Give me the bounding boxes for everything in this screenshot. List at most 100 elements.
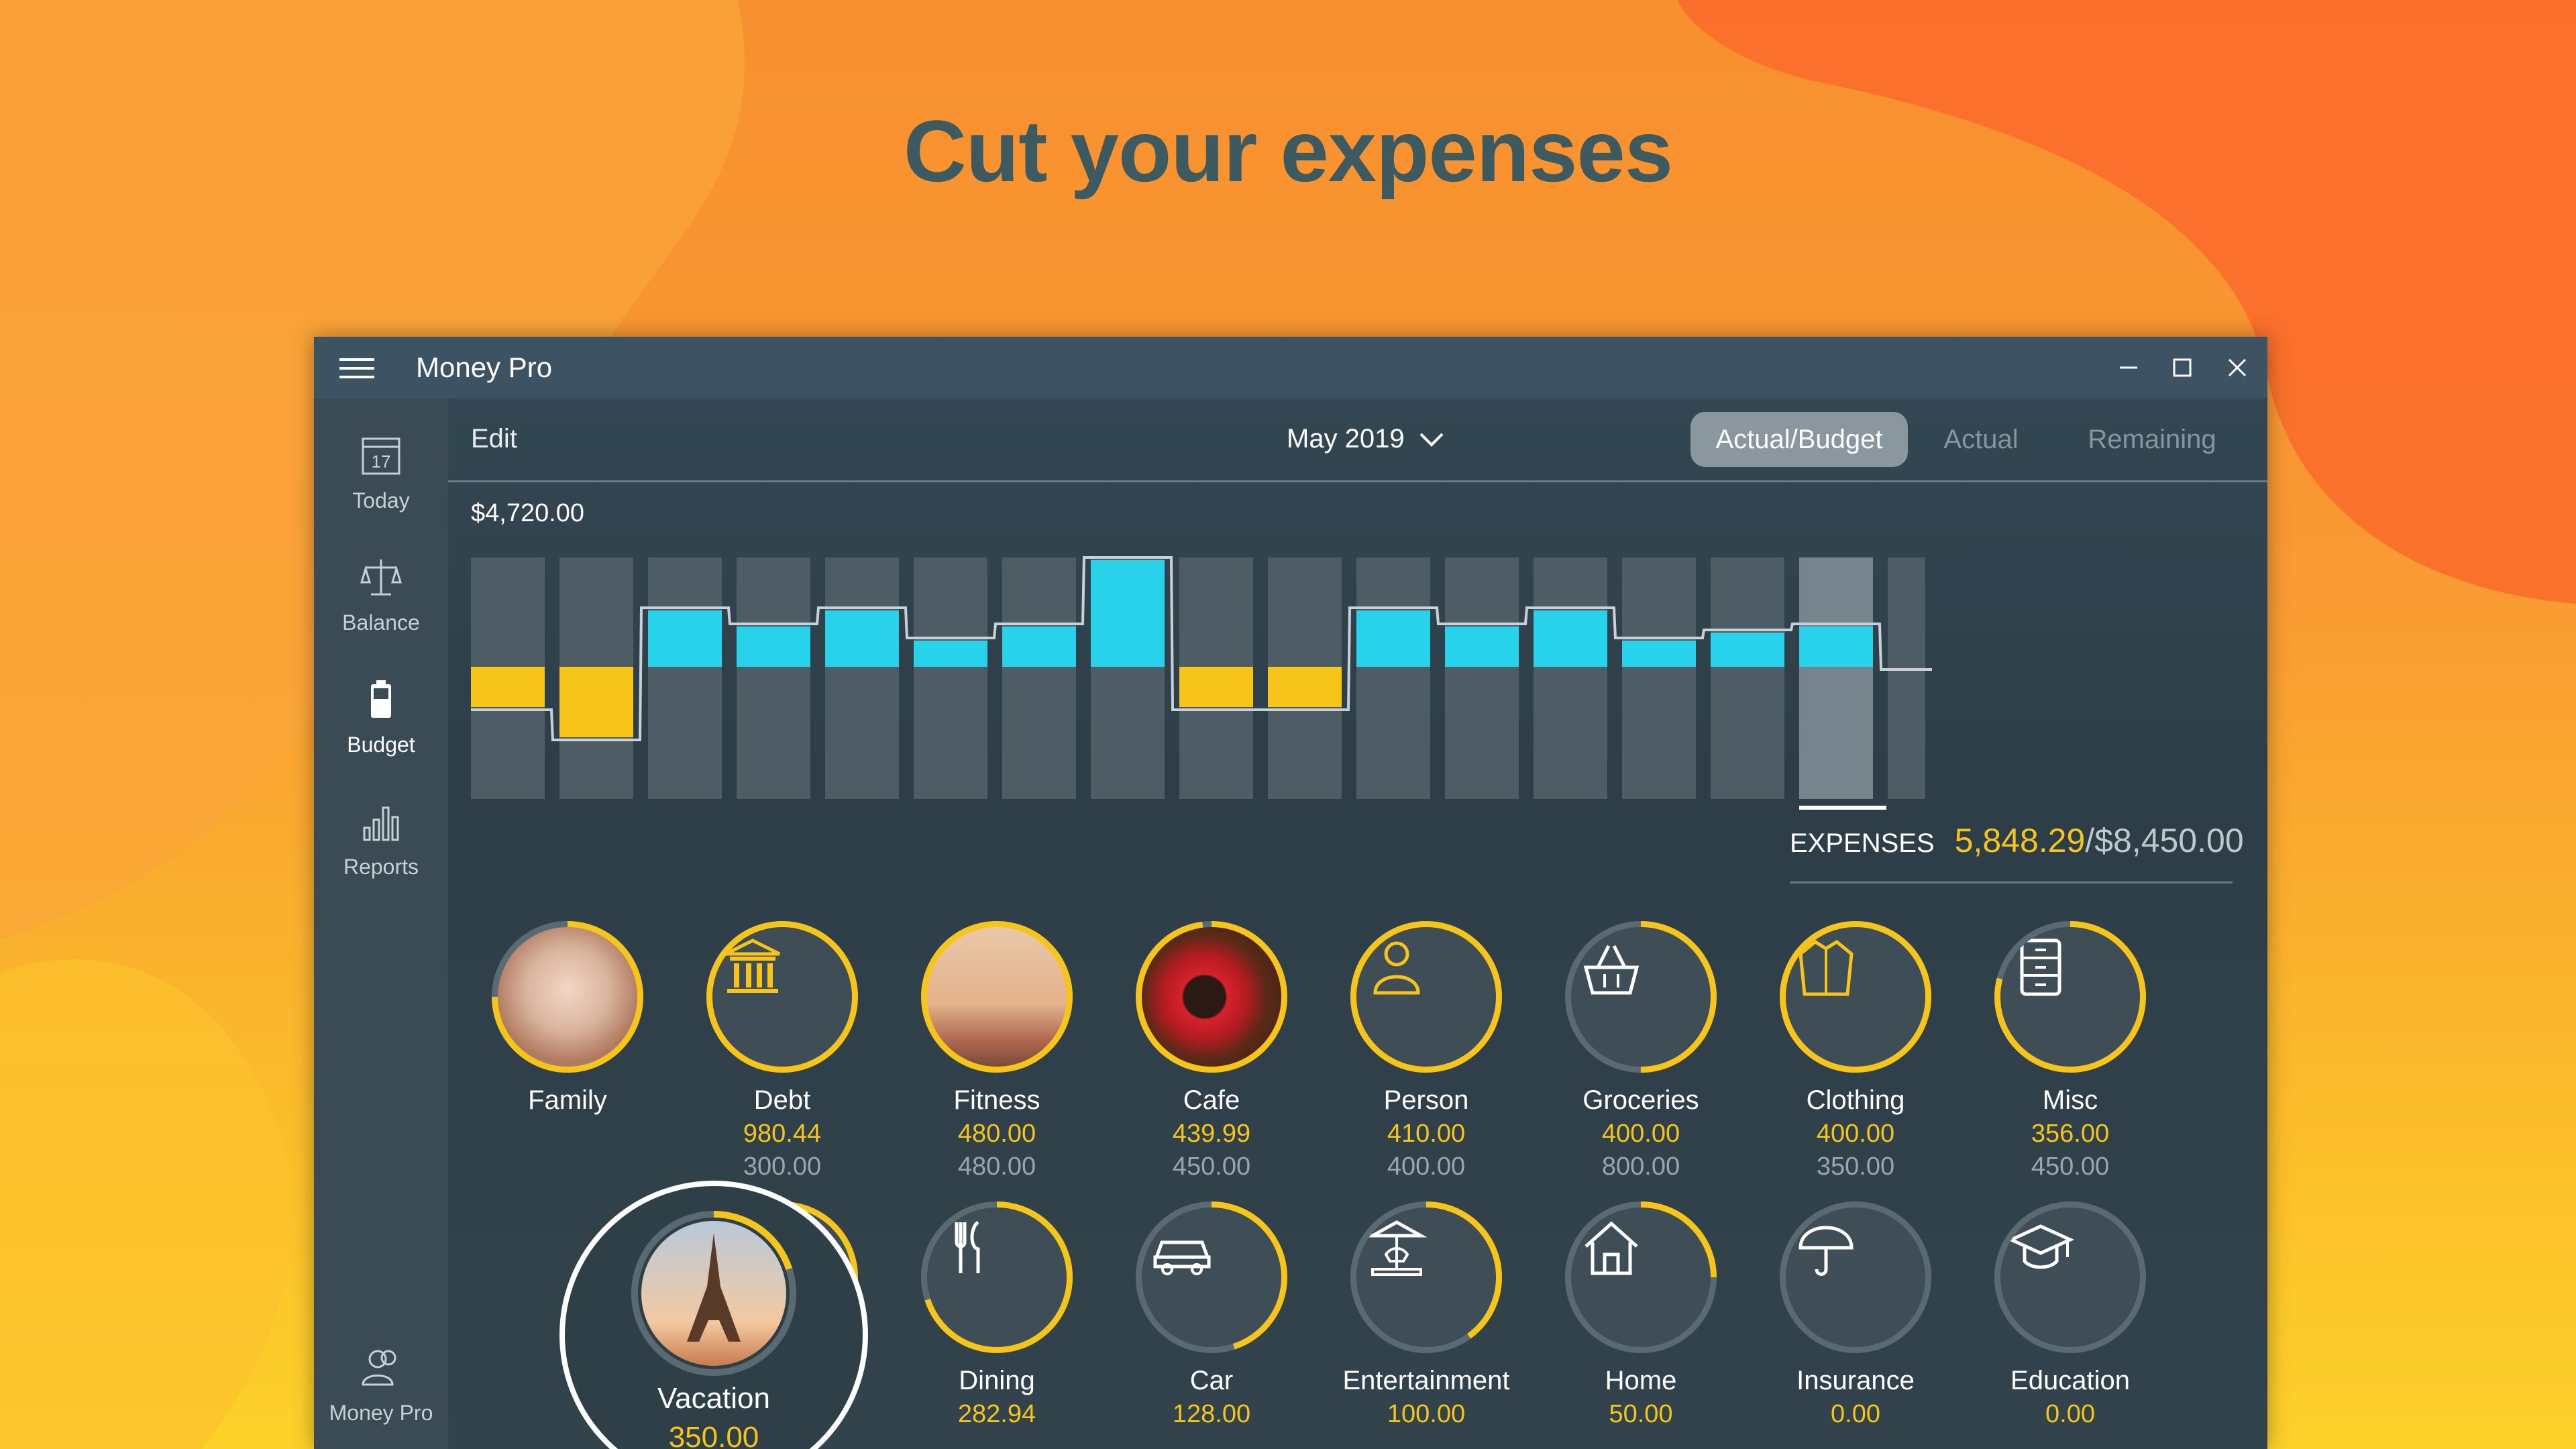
category-name: Clothing	[1806, 1085, 1905, 1115]
category-budget: 400.00	[1387, 1152, 1466, 1181]
category-person[interactable]: Person 410.00 400.00	[1319, 915, 1534, 1181]
vacation-progress-ring	[631, 1211, 796, 1376]
category-insurance[interactable]: Insurance 0.00	[1748, 1195, 1963, 1429]
close-icon[interactable]	[2214, 346, 2261, 389]
chart-bar	[1179, 667, 1253, 707]
chart-bar	[1534, 610, 1607, 667]
progress-ring	[1988, 915, 2152, 1079]
expenses-label: EXPENSES	[1790, 828, 1935, 858]
category-name: Misc	[2042, 1085, 2098, 1115]
chart-bar-track[interactable]	[1356, 557, 1430, 799]
category-home[interactable]: Home 50.00	[1534, 1195, 1748, 1429]
category-budget: 480.00	[957, 1152, 1036, 1181]
category-actual: 50.00	[1609, 1400, 1673, 1428]
expenses-actual: 5,848.29	[1954, 822, 2086, 859]
cabinet-icon	[2020, 938, 2061, 996]
category-education[interactable]: Education 0.00	[1963, 1195, 2178, 1429]
chart-bar-track[interactable]	[1888, 557, 1925, 799]
category-misc[interactable]: Misc 356.00 450.00	[1963, 915, 2178, 1181]
scales-icon	[360, 559, 402, 596]
sidebar-item-label: Today	[352, 488, 410, 513]
category-entertainment[interactable]: Entertainment 100.00	[1319, 1195, 1534, 1429]
category-budget: 450.00	[1172, 1152, 1251, 1181]
edit-button[interactable]: Edit	[471, 424, 517, 453]
category-actual: 410.00	[1387, 1120, 1466, 1148]
umbrella-icon	[1799, 1226, 1854, 1276]
bar-chart-icon	[363, 806, 399, 841]
sidebar-footer-money-pro[interactable]: Money Pro	[314, 1344, 448, 1426]
sidebar-item-label: Reports	[343, 855, 419, 879]
category-name: Dining	[959, 1366, 1035, 1395]
category-groceries[interactable]: Groceries 400.00 800.00	[1534, 915, 1748, 1181]
chart-bar	[1002, 627, 1076, 667]
chart-bar	[825, 610, 899, 667]
category-name: Debt	[753, 1085, 811, 1115]
progress-ring	[1559, 1195, 1723, 1359]
chart-bar-track[interactable]	[1711, 557, 1784, 799]
chart-bar-track[interactable]	[1002, 557, 1076, 799]
car-icon	[1153, 1240, 1211, 1275]
progress-ring	[1559, 915, 1723, 1079]
sidebar-item-label: Balance	[342, 610, 420, 635]
category-budget: 300.00	[743, 1152, 822, 1181]
segment-actual-budget[interactable]: Actual/Budget	[1690, 412, 1908, 467]
toolbar-divider	[448, 480, 2267, 482]
toolbar: Edit May 2019 Actual/Budget Actual Remai…	[448, 398, 2267, 482]
chart-bar	[471, 667, 545, 707]
category-fitness[interactable]: Fitness 480.00 480.00	[890, 915, 1104, 1181]
category-actual: 0.00	[1831, 1400, 1880, 1428]
vacation-popup[interactable]: Vacation 350.00	[559, 1181, 868, 1449]
expenses-divider	[1790, 881, 2233, 883]
chart-bar	[1711, 633, 1784, 667]
sidebar-item-today[interactable]: 17 Today	[314, 432, 448, 513]
progress-ring	[486, 915, 649, 1079]
users-icon	[362, 1350, 396, 1386]
category-actual: 356.00	[2031, 1120, 2110, 1148]
month-selector[interactable]: May 2019	[1287, 424, 1445, 454]
sidebar-item-reports[interactable]: Reports	[314, 798, 448, 879]
budget-line	[471, 556, 1932, 741]
category-family[interactable]: Family	[460, 915, 675, 1120]
chart-bar	[1799, 627, 1873, 667]
category-dining[interactable]: Dining 282.94	[890, 1195, 1104, 1429]
category-clothing[interactable]: Clothing 400.00 350.00	[1748, 915, 1963, 1181]
chart-bar-track[interactable]	[648, 557, 722, 799]
segment-remaining[interactable]: Remaining	[2088, 424, 2216, 454]
category-actual: 0.00	[2045, 1400, 2095, 1428]
progress-ring	[1344, 915, 1508, 1079]
chart-bar-track[interactable]	[1799, 557, 1873, 799]
category-budget: 450.00	[2031, 1152, 2110, 1181]
chart-bar-track[interactable]	[1622, 557, 1696, 799]
chart-bar-track[interactable]	[1534, 557, 1607, 799]
chart-bar-track[interactable]	[825, 557, 899, 799]
category-cafe[interactable]: Cafe 439.99 450.00	[1104, 915, 1319, 1181]
sidebar-item-balance[interactable]: Balance	[314, 554, 448, 635]
hamburger-menu-icon[interactable]	[339, 358, 374, 378]
chart-bar-track[interactable]	[737, 557, 810, 799]
progress-ring	[700, 915, 864, 1079]
minimize-icon[interactable]	[2105, 346, 2152, 389]
chart-bar	[1091, 560, 1165, 667]
sidebar-item-label: Budget	[347, 733, 415, 757]
progress-ring	[915, 1195, 1079, 1359]
expenses-budget: /$8,450.00	[2085, 822, 2244, 859]
category-car[interactable]: Car 128.00	[1104, 1195, 1319, 1429]
family-photo	[498, 927, 637, 1067]
progress-ring	[1774, 915, 1937, 1079]
chart-bar-track[interactable]	[1445, 557, 1519, 799]
bank-icon	[724, 938, 781, 993]
category-actual: 439.99	[1172, 1120, 1251, 1148]
expenses-summary: EXPENSES 5,848.29/$8,450.00	[1790, 821, 2244, 860]
category-debt[interactable]: Debt 980.44 300.00	[675, 915, 890, 1181]
segment-actual[interactable]: Actual	[1943, 424, 2019, 454]
category-name: Entertainment	[1342, 1366, 1510, 1395]
person-icon	[1373, 941, 1420, 995]
maximize-icon[interactable]	[2159, 346, 2206, 389]
jacket-icon	[1799, 939, 1854, 996]
sidebar-item-budget[interactable]: Budget	[314, 676, 448, 757]
chevron-down-icon	[1419, 433, 1444, 447]
sidebar-item-label: Money Pro	[329, 1401, 433, 1425]
budget-total: $4,720.00	[471, 499, 585, 527]
chart-bar-track[interactable]	[914, 557, 987, 799]
title-bar: Money Pro	[314, 337, 2267, 398]
